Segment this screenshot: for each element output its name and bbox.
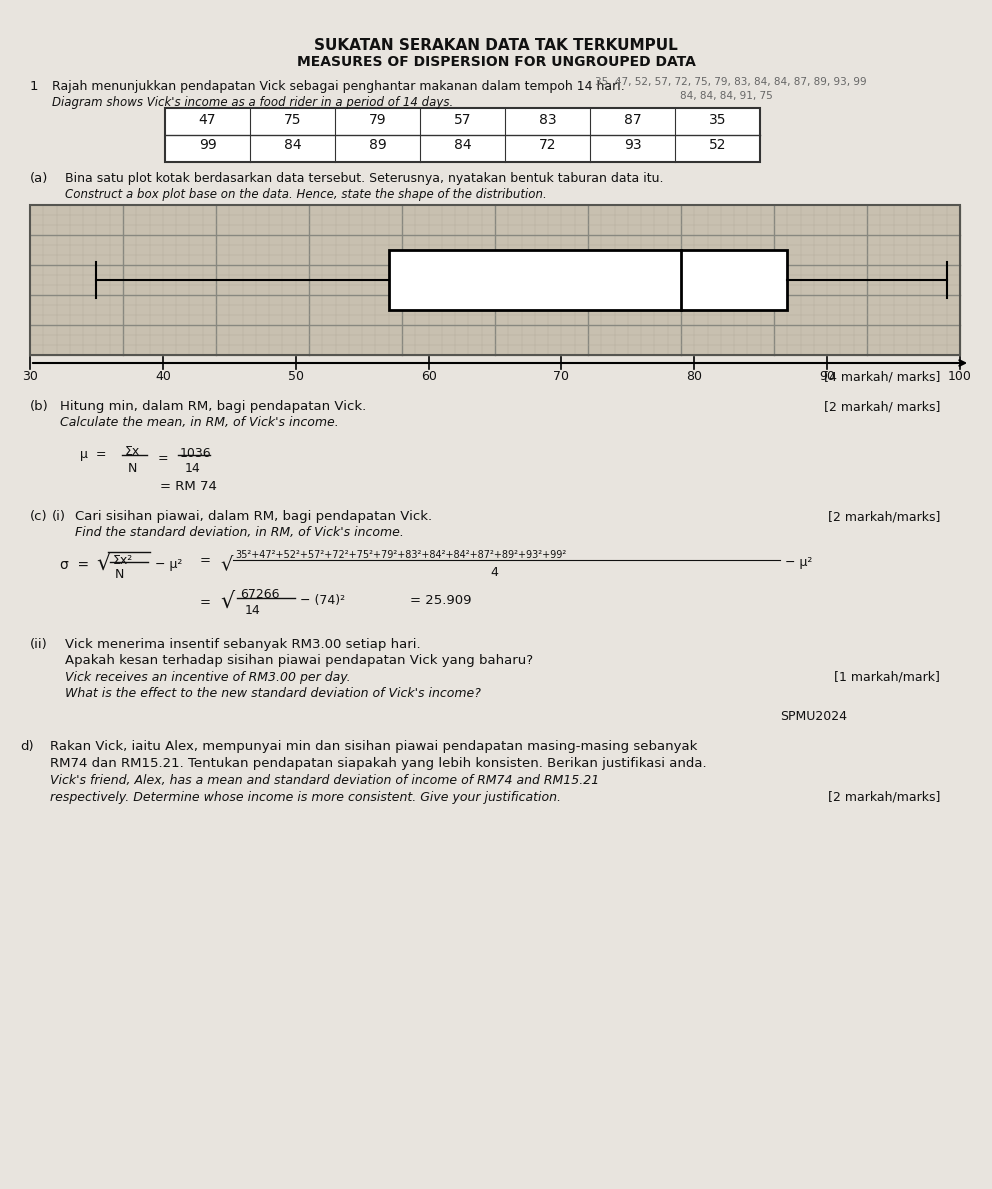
Text: 89: 89 <box>369 138 386 152</box>
Text: =: = <box>200 596 211 609</box>
Text: 100: 100 <box>948 370 972 383</box>
Text: − μ²: − μ² <box>155 558 183 571</box>
Text: What is the effect to the new standard deviation of Vick's income?: What is the effect to the new standard d… <box>65 687 481 700</box>
Text: respectively. Determine whose income is more consistent. Give your justification: respectively. Determine whose income is … <box>50 791 561 804</box>
Text: 79: 79 <box>369 113 386 127</box>
Text: (a): (a) <box>30 172 49 185</box>
Text: d): d) <box>20 740 34 753</box>
Text: μ  =: μ = <box>80 448 106 461</box>
Text: Calculate the mean, in RM, of Vick's income.: Calculate the mean, in RM, of Vick's inc… <box>60 416 338 429</box>
Text: =: = <box>158 452 169 465</box>
Text: 35, 47, 52, 57, 72, 75, 79, 83, 84, 84, 87, 89, 93, 99: 35, 47, 52, 57, 72, 75, 79, 83, 84, 84, … <box>595 77 867 87</box>
Text: Hitung min, dalam RM, bagi pendapatan Vick.: Hitung min, dalam RM, bagi pendapatan Vi… <box>60 400 366 413</box>
Text: (b): (b) <box>30 400 49 413</box>
Text: [2 markah/marks]: [2 markah/marks] <box>827 510 940 523</box>
Text: 14: 14 <box>185 463 200 474</box>
Text: 70: 70 <box>554 370 569 383</box>
Text: Apakah kesan terhadap sisihan piawai pendapatan Vick yang baharu?: Apakah kesan terhadap sisihan piawai pen… <box>65 654 533 667</box>
Text: 84: 84 <box>284 138 302 152</box>
Text: Cari sisihan piawai, dalam RM, bagi pendapatan Vick.: Cari sisihan piawai, dalam RM, bagi pend… <box>75 510 433 523</box>
Text: 35²+47²+52²+57²+72²+75²+79²+83²+84²+84²+87²+89²+93²+99²: 35²+47²+52²+57²+72²+75²+79²+83²+84²+84²+… <box>235 551 566 560</box>
Text: Rajah menunjukkan pendapatan Vick sebagai penghantar makanan dalam tempoh 14 har: Rajah menunjukkan pendapatan Vick sebaga… <box>52 80 625 93</box>
Text: [1 markah/mark]: [1 markah/mark] <box>834 671 940 684</box>
Text: √: √ <box>220 592 234 612</box>
Text: Construct a box plot base on the data. Hence, state the shape of the distributio: Construct a box plot base on the data. H… <box>65 188 547 201</box>
Text: 14: 14 <box>245 604 261 617</box>
Text: √: √ <box>96 554 110 574</box>
Text: 90: 90 <box>819 370 835 383</box>
Text: 93: 93 <box>624 138 641 152</box>
Text: 30: 30 <box>22 370 38 383</box>
Text: N: N <box>128 463 137 474</box>
Text: (c): (c) <box>30 510 48 523</box>
Text: Bina satu plot kotak berdasarkan data tersebut. Seterusnya, nyatakan bentuk tabu: Bina satu plot kotak berdasarkan data te… <box>65 172 664 185</box>
Text: 99: 99 <box>198 138 216 152</box>
Text: 60: 60 <box>421 370 436 383</box>
Text: 35: 35 <box>708 113 726 127</box>
Text: 80: 80 <box>686 370 702 383</box>
Text: Σx²: Σx² <box>113 554 133 567</box>
Bar <box>30 205 960 356</box>
Text: [2 markah/marks]: [2 markah/marks] <box>827 791 940 804</box>
Text: N: N <box>115 568 124 581</box>
Text: 1: 1 <box>30 80 39 93</box>
Text: 75: 75 <box>284 113 302 127</box>
Text: 1036: 1036 <box>180 447 211 460</box>
Bar <box>30 205 960 356</box>
Text: − (74)²: − (74)² <box>300 594 345 608</box>
Text: Vick's friend, Alex, has a mean and standard deviation of income of RM74 and RM1: Vick's friend, Alex, has a mean and stan… <box>50 774 599 787</box>
Text: RM74 dan RM15.21. Tentukan pendapatan siapakah yang lebih konsisten. Berikan jus: RM74 dan RM15.21. Tentukan pendapatan si… <box>50 757 706 770</box>
Text: 52: 52 <box>708 138 726 152</box>
Text: 67266: 67266 <box>240 589 280 600</box>
Text: = 25.909: = 25.909 <box>410 594 471 608</box>
Text: MEASURES OF DISPERSION FOR UNGROUPED DATA: MEASURES OF DISPERSION FOR UNGROUPED DAT… <box>297 55 695 69</box>
Bar <box>389 250 788 310</box>
Text: SUKATAN SERAKAN DATA TAK TERKUMPUL: SUKATAN SERAKAN DATA TAK TERKUMPUL <box>314 38 678 54</box>
Text: =: = <box>200 554 211 567</box>
Text: 50: 50 <box>288 370 304 383</box>
Text: Σx: Σx <box>125 445 140 458</box>
Text: − μ²: − μ² <box>785 556 812 570</box>
Text: √: √ <box>220 554 232 573</box>
Text: [2 markah/ marks]: [2 markah/ marks] <box>823 400 940 413</box>
Text: (ii): (ii) <box>30 638 48 652</box>
Text: 83: 83 <box>539 113 557 127</box>
Text: Rakan Vick, iaitu Alex, mempunyai min dan sisihan piawai pendapatan masing-masin: Rakan Vick, iaitu Alex, mempunyai min da… <box>50 740 697 753</box>
Text: (i): (i) <box>52 510 66 523</box>
Text: Find the standard deviation, in RM, of Vick's income.: Find the standard deviation, in RM, of V… <box>75 526 404 539</box>
Text: = RM 74: = RM 74 <box>160 480 217 493</box>
Text: 47: 47 <box>198 113 216 127</box>
Text: 4: 4 <box>490 566 498 579</box>
Text: Vick receives an incentive of RM3.00 per day.: Vick receives an incentive of RM3.00 per… <box>65 671 350 684</box>
Text: [4 markah/ marks]: [4 markah/ marks] <box>823 370 940 383</box>
Text: 72: 72 <box>539 138 557 152</box>
Text: 40: 40 <box>155 370 171 383</box>
Text: Diagram shows Vick's income as a food rider in a period of 14 days.: Diagram shows Vick's income as a food ri… <box>52 96 453 109</box>
Text: 84: 84 <box>453 138 471 152</box>
Bar <box>165 108 760 162</box>
Text: SPMU2024: SPMU2024 <box>780 710 847 723</box>
Text: 84, 84, 84, 91, 75: 84, 84, 84, 91, 75 <box>680 92 773 101</box>
Text: Vick menerima insentif sebanyak RM3.00 setiap hari.: Vick menerima insentif sebanyak RM3.00 s… <box>65 638 421 652</box>
Text: 57: 57 <box>453 113 471 127</box>
Text: 87: 87 <box>624 113 641 127</box>
Text: σ  =: σ = <box>60 558 89 572</box>
